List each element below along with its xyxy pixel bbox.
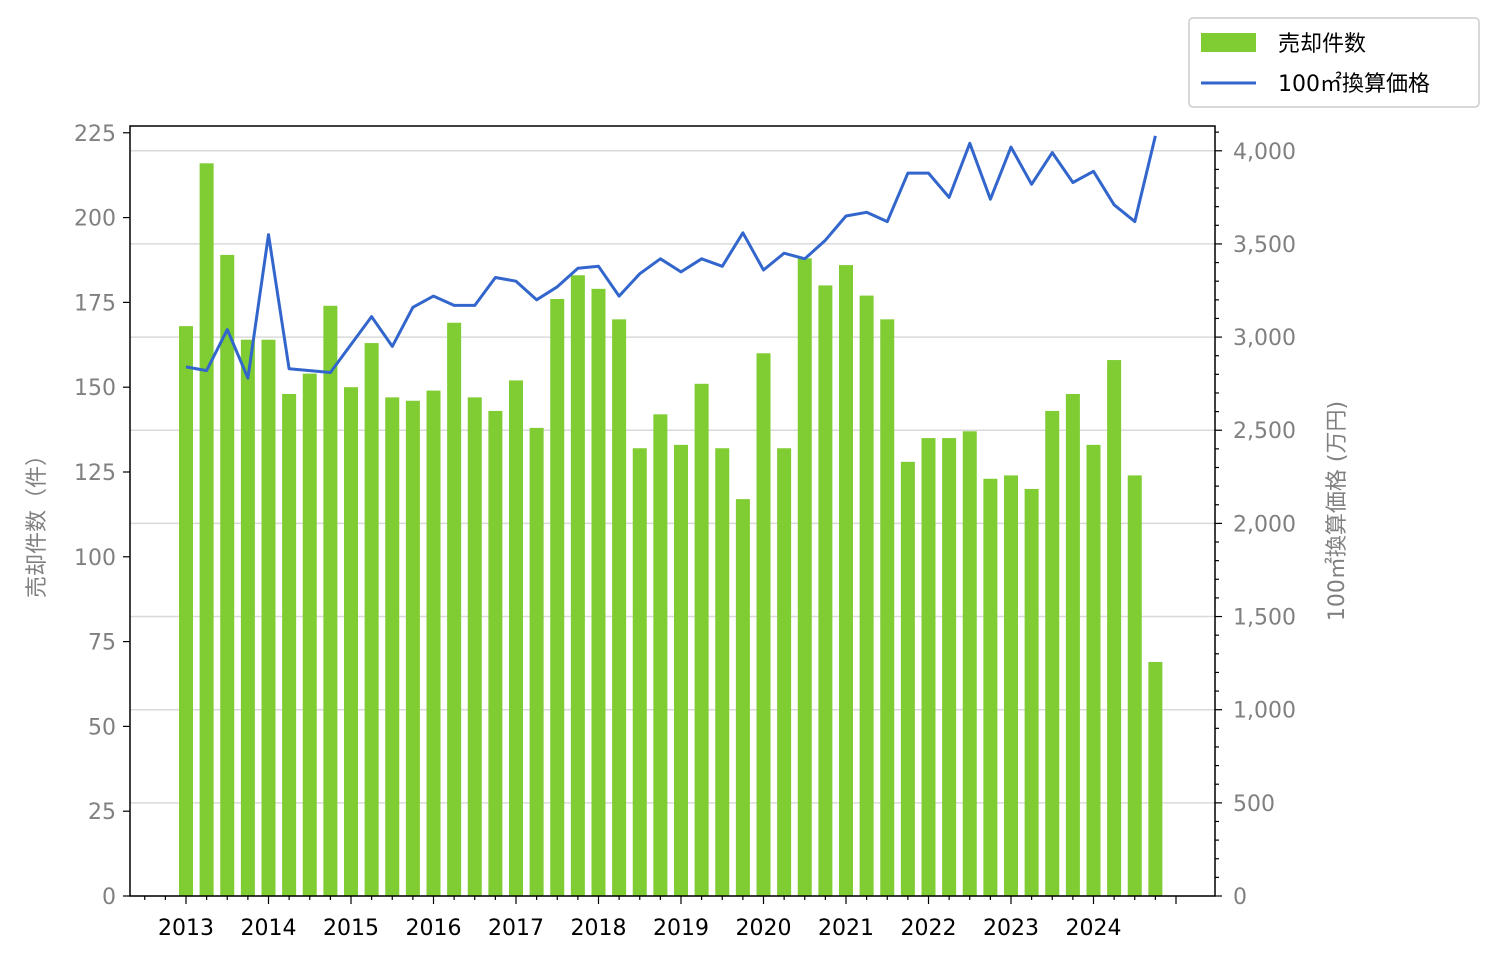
x-tick-label: 2021 xyxy=(818,916,874,941)
y-left-tick-label: 0 xyxy=(102,885,116,910)
bar xyxy=(983,478,998,896)
bar xyxy=(1024,488,1039,896)
y-left-tick-label: 225 xyxy=(74,122,116,147)
x-tick-label: 2022 xyxy=(901,916,957,941)
bar xyxy=(1065,393,1080,896)
bar xyxy=(302,373,317,896)
y-left-tick-label: 200 xyxy=(74,207,116,232)
y-right-tick-label: 2,000 xyxy=(1233,512,1296,537)
bar xyxy=(694,383,709,896)
legend: 売却件数 100㎡換算価格 xyxy=(1188,17,1480,108)
legend-bar-swatch xyxy=(1201,33,1256,52)
bar xyxy=(467,397,482,896)
plot-frame xyxy=(129,125,1216,897)
y-left-tick-label: 175 xyxy=(74,291,116,316)
bar xyxy=(653,414,668,896)
bar xyxy=(900,461,915,896)
bar xyxy=(1004,475,1018,896)
bar xyxy=(344,387,358,896)
bar xyxy=(550,298,565,896)
x-tick-label: 2024 xyxy=(1066,916,1122,941)
x-tick-label: 2020 xyxy=(736,916,792,941)
bar xyxy=(529,427,544,896)
bar xyxy=(261,339,276,896)
bar xyxy=(509,380,523,896)
y-axis-right-label: 100㎡換算価格 (万円) xyxy=(1324,401,1350,621)
bar xyxy=(1107,360,1122,896)
bar xyxy=(488,410,503,896)
y-left-tick-label: 150 xyxy=(74,376,116,401)
y-left-tick-label: 75 xyxy=(88,631,116,656)
x-axis: 2013 2014 2015 2016 2017 2018 2019 2020 2021 2022… xyxy=(144,896,1177,941)
y-right-tick-label: 3,500 xyxy=(1233,233,1296,258)
bar xyxy=(942,438,957,896)
bar xyxy=(839,265,853,896)
y-axis-right: 0 500 1,000 1,500 2,000 2,500 3,000 3,500 4,000 xyxy=(1215,131,1296,910)
bar xyxy=(715,448,730,896)
bar xyxy=(756,353,771,897)
line-series xyxy=(185,135,1157,380)
bar xyxy=(1148,661,1163,896)
y-left-tick-label: 100 xyxy=(74,546,116,571)
bar xyxy=(240,339,255,896)
bar xyxy=(405,400,420,896)
bar xyxy=(674,444,688,896)
bar xyxy=(282,393,297,896)
bar xyxy=(818,285,833,896)
legend-line-label: 100㎡換算価格 xyxy=(1278,71,1430,97)
bar xyxy=(591,288,606,896)
x-tick-label: 2015 xyxy=(323,916,379,941)
legend-bar-label: 売却件数 xyxy=(1278,32,1366,57)
x-tick-label: 2013 xyxy=(158,916,214,941)
x-tick-label: 2014 xyxy=(241,916,297,941)
bar xyxy=(921,438,936,896)
bar xyxy=(364,343,379,896)
price-line xyxy=(185,135,1157,380)
legend-box xyxy=(1188,17,1480,108)
y-axis-left: 0 25 50 75 100 125 150 175 200 225 xyxy=(74,122,130,910)
y-right-tick-label: 3,000 xyxy=(1233,326,1296,351)
y-right-tick-label: 0 xyxy=(1233,885,1247,910)
y-left-tick-label: 50 xyxy=(88,715,116,740)
bar xyxy=(777,448,792,896)
y-left-tick-label: 125 xyxy=(74,461,116,486)
bar xyxy=(385,397,400,896)
x-tick-label: 2016 xyxy=(406,916,462,941)
bar xyxy=(1127,475,1142,896)
bar xyxy=(220,254,235,896)
bar xyxy=(797,258,812,896)
bar xyxy=(570,275,585,896)
y-axis-left-label: 売却件数（件） xyxy=(25,444,50,598)
bar xyxy=(179,326,193,896)
y-right-tick-label: 1,500 xyxy=(1233,606,1296,631)
bar xyxy=(1086,444,1101,896)
y-right-tick-label: 500 xyxy=(1233,792,1275,817)
bar xyxy=(323,305,338,896)
bar-series xyxy=(179,163,1163,897)
bar xyxy=(1045,410,1060,896)
bar xyxy=(859,295,874,896)
bar xyxy=(735,499,750,896)
y-left-tick-label: 25 xyxy=(88,800,116,825)
x-tick-label: 2018 xyxy=(571,916,627,941)
y-right-tick-label: 1,000 xyxy=(1233,699,1296,724)
bar xyxy=(612,319,627,896)
y-right-tick-label: 2,500 xyxy=(1233,419,1296,444)
x-tick-label: 2023 xyxy=(983,916,1039,941)
x-tick-label: 2019 xyxy=(653,916,709,941)
x-tick-label: 2017 xyxy=(488,916,544,941)
bar xyxy=(962,431,977,896)
bar xyxy=(426,390,441,896)
bar xyxy=(447,322,462,896)
bar xyxy=(632,448,647,896)
bar xyxy=(880,319,895,896)
y-right-tick-label: 4,000 xyxy=(1233,140,1296,165)
bar xyxy=(199,163,214,897)
